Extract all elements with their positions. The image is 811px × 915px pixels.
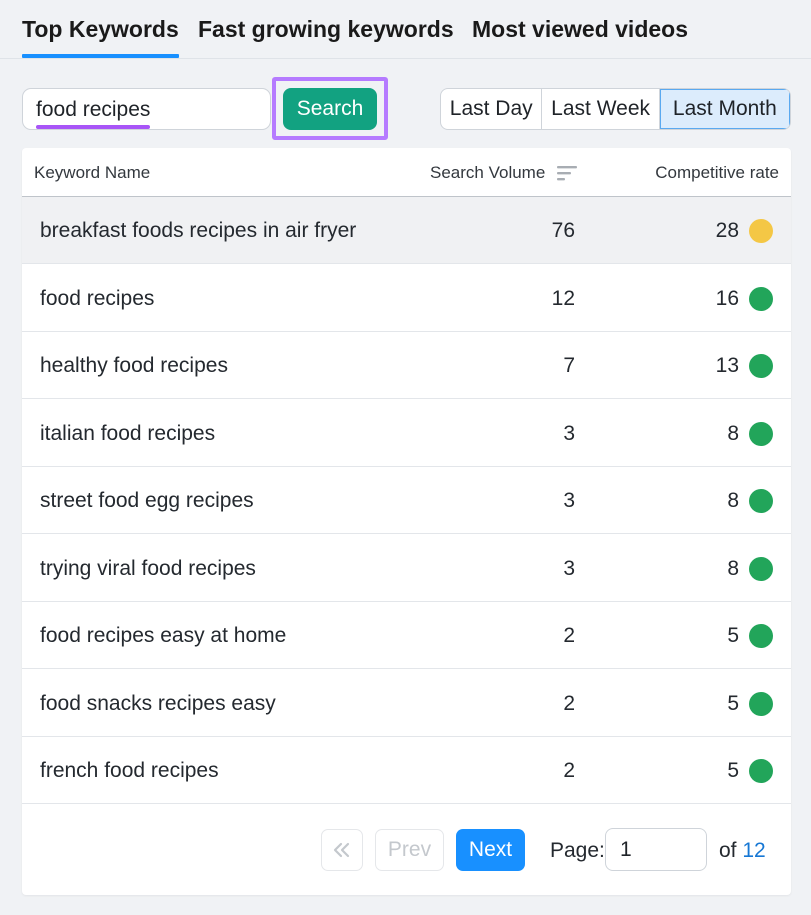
column-competitive-rate[interactable]: Competitive rate bbox=[655, 163, 779, 182]
first-page-button[interactable] bbox=[321, 829, 363, 871]
table-row[interactable]: street food egg recipes 3 8 bbox=[22, 467, 791, 534]
table-header: Keyword Name Search Volume Competitive r… bbox=[22, 148, 791, 197]
table-row[interactable]: italian food recipes 3 8 bbox=[22, 400, 791, 467]
competitive-rate-cell: 5 bbox=[727, 759, 739, 782]
search-volume-cell: 12 bbox=[551, 286, 575, 310]
competitive-rate-cell: 8 bbox=[727, 421, 739, 445]
tab-top-keywords[interactable]: Top Keywords bbox=[22, 16, 179, 58]
keyword-cell: street food egg recipes bbox=[40, 489, 254, 512]
rate-status-dot bbox=[749, 556, 773, 581]
search-volume-cell: 2 bbox=[563, 759, 575, 782]
search-text-underline bbox=[36, 125, 150, 129]
keyword-cell: food recipes bbox=[40, 286, 155, 310]
competitive-rate-cell: 5 bbox=[727, 691, 739, 715]
competitive-rate-cell: 16 bbox=[715, 286, 739, 310]
rate-status-dot bbox=[749, 421, 773, 446]
keyword-cell: italian food recipes bbox=[40, 421, 216, 445]
table-row[interactable]: food recipes 12 16 bbox=[22, 265, 791, 332]
competitive-rate-cell: 28 bbox=[715, 219, 739, 242]
keyword-cell: food recipes easy at home bbox=[40, 624, 287, 647]
of-label: of bbox=[719, 839, 737, 862]
next-page-button[interactable]: Next bbox=[456, 829, 525, 871]
rate-status-dot bbox=[749, 489, 773, 513]
page-total: of 12 bbox=[719, 839, 766, 863]
competitive-rate-cell: 5 bbox=[727, 624, 739, 647]
search-volume-cell: 2 bbox=[563, 691, 575, 715]
search-volume-cell: 3 bbox=[563, 556, 575, 580]
table-row[interactable]: trying viral food recipes 3 8 bbox=[22, 535, 791, 602]
keyword-cell: breakfast foods recipes in air fryer bbox=[40, 219, 357, 242]
column-keyword-name[interactable]: Keyword Name bbox=[34, 163, 151, 182]
rate-status-dot bbox=[749, 691, 773, 716]
search-volume-cell: 76 bbox=[551, 219, 575, 242]
total-pages-link[interactable]: 12 bbox=[742, 839, 766, 862]
search-volume-cell: 7 bbox=[563, 354, 575, 377]
page-label: Page: bbox=[550, 839, 605, 862]
competitive-rate-cell: 13 bbox=[715, 354, 739, 377]
period-last-month[interactable]: Last Month bbox=[659, 89, 790, 129]
rate-status-dot bbox=[749, 624, 773, 648]
keyword-cell: trying viral food recipes bbox=[40, 556, 256, 580]
table-row[interactable]: breakfast foods recipes in air fryer 76 28 bbox=[22, 197, 791, 264]
competitive-rate-cell: 8 bbox=[727, 556, 739, 580]
search-volume-cell: 3 bbox=[563, 421, 575, 445]
prev-page-button[interactable]: Prev bbox=[375, 829, 444, 871]
tab-fast-growing-keywords[interactable]: Fast growing keywords bbox=[198, 16, 454, 42]
sort-icon[interactable] bbox=[557, 165, 577, 181]
period-last-day[interactable]: Last Day bbox=[441, 89, 543, 129]
tab-bar: Top Keywords Fast growing keywords Most … bbox=[0, 0, 811, 59]
period-last-week[interactable]: Last Week bbox=[542, 89, 660, 129]
competitive-rate-cell: 8 bbox=[727, 489, 739, 512]
search-volume-cell: 2 bbox=[563, 624, 575, 647]
search-volume-cell: 3 bbox=[563, 489, 575, 512]
keywords-table: Keyword Name Search Volume Competitive r… bbox=[22, 148, 791, 895]
keyword-cell: healthy food recipes bbox=[40, 354, 228, 377]
search-button[interactable]: Search bbox=[283, 88, 377, 130]
page-number-input[interactable] bbox=[605, 828, 707, 871]
table-row[interactable]: french food recipes 2 5 bbox=[22, 737, 791, 804]
table-row[interactable]: food snacks recipes easy 2 5 bbox=[22, 670, 791, 737]
search-button-highlight bbox=[272, 77, 388, 140]
rate-status-dot bbox=[749, 219, 773, 243]
keyword-cell: french food recipes bbox=[40, 759, 219, 782]
column-search-volume[interactable]: Search Volume bbox=[430, 163, 546, 182]
keyword-cell: food snacks recipes easy bbox=[40, 691, 276, 715]
rate-status-dot bbox=[749, 286, 773, 311]
table-row[interactable]: food recipes easy at home 2 5 bbox=[22, 602, 791, 669]
period-selector: Last Day Last Week Last Month bbox=[440, 88, 791, 130]
search-field bbox=[22, 88, 271, 130]
rate-status-dot bbox=[749, 759, 773, 783]
table-row[interactable]: healthy food recipes 7 13 bbox=[22, 332, 791, 399]
search-input[interactable] bbox=[36, 96, 256, 124]
tab-most-viewed-videos[interactable]: Most viewed videos bbox=[472, 16, 689, 42]
rate-status-dot bbox=[749, 354, 773, 378]
double-chevron-left-icon bbox=[333, 842, 350, 858]
